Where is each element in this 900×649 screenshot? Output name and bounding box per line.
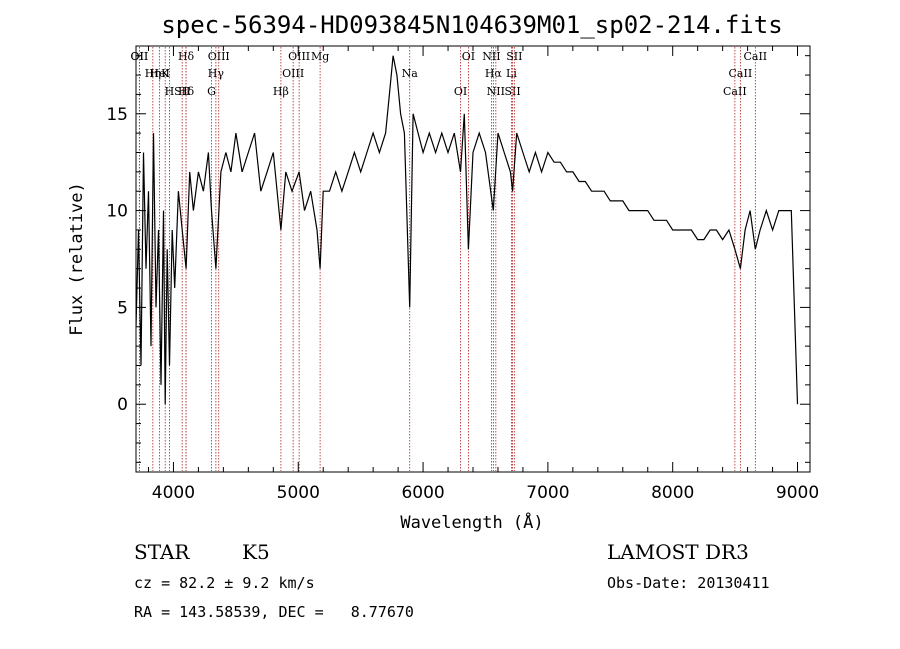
- line-marker-label: H: [165, 85, 175, 98]
- line-marker-label: Mg: [311, 50, 329, 63]
- line-marker-label: OI: [462, 50, 475, 63]
- line-marker-label: Hγ: [208, 67, 225, 80]
- y-tick-label: 15: [106, 105, 128, 125]
- line-marker-label: HeI: [149, 67, 169, 80]
- x-tick-label: 9000: [776, 483, 819, 503]
- object-class: STAR: [134, 540, 190, 564]
- y-tick-label: 5: [117, 298, 128, 318]
- line-marker-label: Hη: [145, 67, 161, 80]
- line-marker-label: OIII: [288, 50, 310, 63]
- chart-title: spec-56394-HD093845N104639M01_sp02-214.f…: [161, 11, 782, 39]
- line-marker-label: Na: [402, 67, 419, 80]
- line-marker-label: NII: [482, 50, 500, 63]
- y-tick-label: 10: [106, 202, 128, 222]
- y-tick-label: 0: [117, 395, 128, 415]
- redshift-cz: cz = 82.2 ± 9.2 km/s: [134, 574, 315, 592]
- series-layer: [136, 55, 799, 405]
- line-marker-label: SII: [504, 85, 520, 98]
- line-marker-label: CaII: [743, 50, 767, 63]
- y-axis: 0 5 10 15: [106, 55, 810, 463]
- y-axis-label: Flux (relative): [67, 182, 87, 336]
- line-marker-label: OIII: [282, 67, 304, 80]
- line-marker-label: G: [207, 85, 216, 98]
- survey-name: LAMOST DR3: [607, 540, 749, 564]
- line-marker-label: CaII: [723, 85, 747, 98]
- line-marker-label: SII: [506, 50, 522, 63]
- spectral-subclass: K5: [242, 540, 270, 564]
- line-marker-label: NII: [487, 85, 505, 98]
- x-tick-label: 5000: [277, 483, 320, 503]
- line-markers: HδKHδOIIHeISIIOIIHηHOIIIHγGOIIIOIIIHβMgN…: [131, 47, 767, 471]
- line-marker-label: Hβ: [273, 85, 289, 98]
- x-tick-label: 4000: [152, 483, 195, 503]
- series-line: [136, 55, 799, 405]
- observation-date: Obs-Date: 20130411: [607, 574, 770, 592]
- line-marker-label: K: [161, 67, 170, 80]
- line-marker-label: Hδ: [178, 85, 195, 98]
- x-axis-label: Wavelength (Å): [400, 511, 543, 533]
- line-marker-label: CaII: [729, 67, 753, 80]
- line-marker-label: OI: [454, 85, 467, 98]
- line-marker-label: Li: [506, 67, 517, 80]
- x-axis: 4000 5000 6000 7000 8000 9000: [147, 46, 819, 503]
- x-tick-label: 8000: [651, 483, 694, 503]
- plot-frame: [135, 45, 811, 473]
- line-marker-label: OIII: [208, 50, 230, 63]
- line-marker-label: OII: [131, 50, 149, 63]
- coordinates: RA = 143.58539, DEC = 8.77670: [134, 603, 414, 621]
- line-marker-label: SII: [174, 85, 190, 98]
- line-marker-label: Hα: [485, 67, 503, 80]
- x-tick-label: 6000: [401, 483, 444, 503]
- x-tick-label: 7000: [526, 483, 569, 503]
